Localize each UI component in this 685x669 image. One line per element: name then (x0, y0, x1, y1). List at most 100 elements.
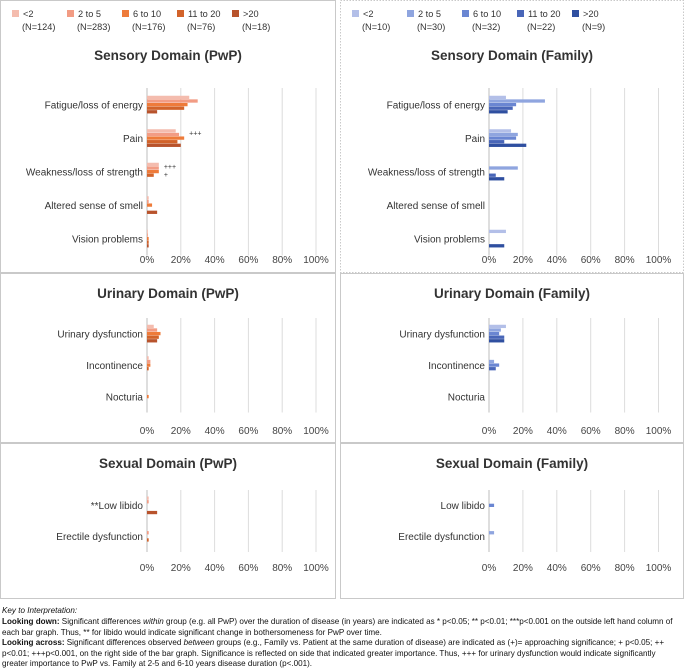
bar (489, 166, 518, 170)
legend-n: (N=283) (77, 22, 110, 32)
significance-annotation: +++ (189, 130, 201, 137)
key-across-text-a: Significant differences observed (64, 638, 184, 648)
key-down-text-a: Significant differences (59, 617, 144, 627)
bar (147, 143, 181, 147)
bar (489, 102, 517, 107)
x-tick-label: 100% (646, 563, 672, 574)
bar (147, 236, 149, 241)
legend-n: (N=30) (417, 22, 445, 32)
legend-n: (N=18) (242, 22, 270, 32)
x-tick-label: 60% (238, 426, 258, 437)
x-tick-label: 100% (303, 563, 329, 574)
bar (147, 339, 158, 343)
bar (147, 335, 159, 339)
panel-border (340, 273, 684, 443)
chart-panel-6: Sexual Domain (Family) 0% 20% 40% 60% 80% 100%… (340, 443, 684, 599)
legend-swatch (572, 10, 579, 17)
significance-annotation: +++ (164, 164, 176, 171)
x-tick-label: 20% (171, 255, 191, 266)
x-tick-label: 20% (513, 563, 533, 574)
category-label: Fatigue/loss of energy (387, 100, 485, 111)
x-tick-label: 60% (581, 426, 601, 437)
bar (147, 173, 154, 177)
bar (147, 196, 149, 200)
x-tick-label: 100% (646, 255, 672, 266)
bar (147, 356, 149, 360)
x-tick-label: 100% (303, 426, 329, 437)
x-tick-label: 0% (140, 255, 155, 266)
bar (147, 229, 148, 234)
category-label: Weakness/loss of strength (26, 167, 143, 178)
bar (147, 199, 149, 204)
legend-swatch (352, 10, 359, 17)
bar (147, 166, 159, 170)
legend-label: 11 to 20 (528, 9, 561, 19)
legend-label: 11 to 20 (188, 9, 221, 19)
bar (489, 99, 545, 103)
category-label: Incontinence (86, 361, 143, 372)
x-tick-label: 100% (646, 426, 672, 437)
significance-annotation: + (164, 172, 168, 179)
x-tick-label: 60% (238, 563, 258, 574)
bar (489, 129, 512, 133)
legend-swatch (67, 10, 74, 17)
x-tick-label: 60% (581, 563, 601, 574)
category-label: Vision problems (414, 234, 485, 245)
legend-n: (N=32) (472, 22, 500, 32)
x-tick-label: 60% (581, 255, 601, 266)
bar (147, 244, 149, 248)
x-tick-label: 0% (482, 255, 497, 266)
legend-n: (N=124) (22, 22, 55, 32)
bar (489, 136, 517, 140)
bar (489, 359, 495, 364)
bar (147, 132, 180, 137)
legend-swatch (122, 10, 129, 17)
bar (147, 367, 149, 371)
bar (147, 129, 176, 133)
bar (147, 538, 149, 542)
chart-title: Sensory Domain (PwP) (94, 48, 242, 63)
legend-n: (N=9) (582, 22, 605, 32)
legend-label: 6 to 10 (473, 9, 501, 19)
bar (147, 233, 148, 237)
key-down-text-b: group (e.g. all PwP) over the duration o… (2, 617, 673, 637)
bar (147, 496, 149, 500)
legend-label: 6 to 10 (133, 9, 161, 19)
panel-border (340, 443, 684, 599)
bar (489, 531, 495, 535)
legend-swatch (177, 10, 184, 17)
x-tick-label: 0% (482, 426, 497, 437)
legend-n: (N=176) (132, 22, 165, 32)
bar (489, 143, 527, 147)
chart-title: Sexual Domain (Family) (436, 456, 588, 471)
bar (147, 531, 149, 535)
bar (147, 140, 178, 144)
category-label: Nocturia (448, 392, 486, 403)
key-across-between: between (183, 638, 215, 648)
bar (489, 177, 505, 181)
bar (489, 95, 506, 100)
legend-n: (N=10) (362, 22, 390, 32)
category-label: Pain (465, 134, 485, 145)
bar (147, 106, 185, 110)
bar (147, 136, 185, 140)
key-down-label: Looking down: (2, 617, 60, 627)
legend-label: 2 to 5 (78, 9, 101, 19)
legend-label: >20 (583, 9, 599, 19)
bar (147, 110, 158, 114)
chart-panel-4: Urinary Domain (Family) 0% 20% 40% 60% 80% 100… (340, 273, 684, 443)
x-tick-label: 0% (140, 426, 155, 437)
x-tick-label: 60% (238, 255, 258, 266)
interpretation-key: Key to Interpretation: Looking down: Sig… (2, 606, 683, 669)
key-looking-across: Looking across: Significant differences … (2, 638, 683, 669)
legend-n: (N=76) (187, 22, 215, 32)
category-label: Fatigue/loss of energy (45, 100, 143, 111)
x-tick-label: 40% (205, 563, 225, 574)
bar (147, 331, 161, 336)
bar (147, 162, 159, 167)
chart-title: Sensory Domain (Family) (431, 48, 593, 63)
panel-border (0, 273, 336, 443)
bar (489, 132, 518, 137)
category-label: **Low libido (91, 501, 144, 512)
legend-n: (N=22) (527, 22, 555, 32)
